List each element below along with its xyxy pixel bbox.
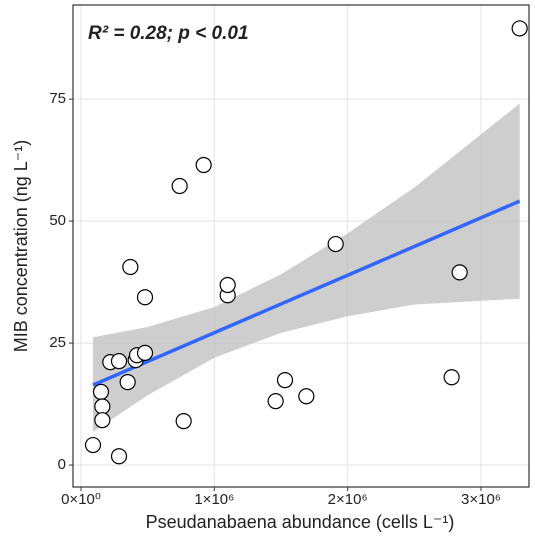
point — [443, 369, 460, 386]
x-tick-label: 0×10⁰ — [61, 491, 101, 508]
point — [267, 393, 284, 410]
point — [110, 448, 128, 465]
point — [451, 264, 468, 281]
point — [92, 383, 110, 400]
x-tick-label: 1×10⁶ — [194, 491, 234, 508]
point — [110, 353, 128, 370]
plot-border — [72, 4, 530, 488]
x-axis-title: Pseudanabaena abundance (cells L⁻¹) — [146, 512, 455, 532]
point — [171, 177, 188, 195]
point — [195, 156, 212, 174]
y-tick-label: 75 — [49, 90, 66, 107]
point — [122, 258, 139, 276]
x-tick-label: 2×10⁶ — [328, 491, 368, 508]
y-tick-label: 0 — [58, 456, 66, 473]
point — [327, 235, 344, 253]
confidence-band — [93, 103, 520, 432]
fit-line — [92, 199, 521, 387]
x-tick-label: 3×10⁶ — [461, 491, 501, 508]
y-tick-label: 25 — [49, 334, 66, 351]
y-axis-title: MIB concentration (ng L⁻¹) — [11, 140, 31, 353]
point — [136, 289, 154, 306]
point — [511, 20, 528, 37]
point — [84, 436, 102, 454]
point — [219, 276, 236, 294]
point — [94, 412, 111, 429]
point — [175, 413, 192, 430]
point — [94, 398, 111, 415]
point — [276, 372, 294, 389]
point — [136, 344, 154, 361]
y-tick-label: 50 — [49, 212, 66, 229]
point — [298, 388, 315, 405]
point — [119, 374, 136, 391]
annotation: R² = 0.28; p < 0.01 — [88, 23, 249, 44]
